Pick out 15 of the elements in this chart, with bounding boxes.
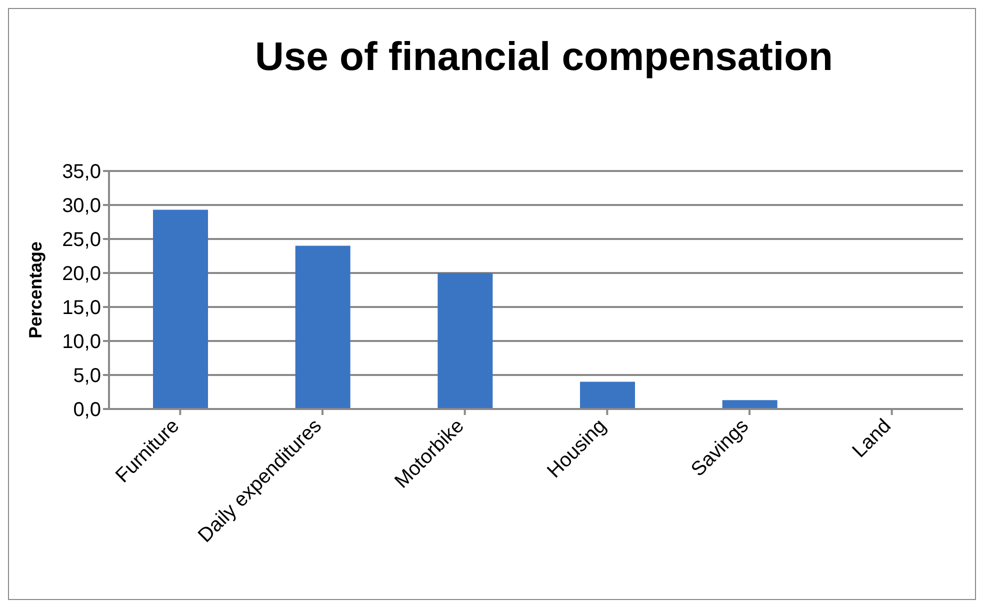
y-tick-label: 10,0 bbox=[62, 331, 101, 354]
y-tick-label: 35,0 bbox=[62, 161, 101, 184]
bar bbox=[580, 382, 635, 409]
y-tick-label: 0,0 bbox=[73, 399, 101, 422]
y-tick-label: 5,0 bbox=[73, 365, 101, 388]
bar bbox=[153, 210, 208, 409]
y-tick-label: 20,0 bbox=[62, 263, 101, 286]
bar bbox=[438, 273, 493, 409]
chart-title: Use of financial compensation bbox=[254, 35, 834, 80]
y-axis-title: Percentage bbox=[25, 241, 46, 339]
y-tick-label: 15,0 bbox=[62, 297, 101, 320]
bar bbox=[722, 400, 778, 409]
y-tick-label: 30,0 bbox=[62, 195, 101, 218]
bar bbox=[295, 246, 350, 409]
y-tick-label: 25,0 bbox=[62, 229, 101, 252]
